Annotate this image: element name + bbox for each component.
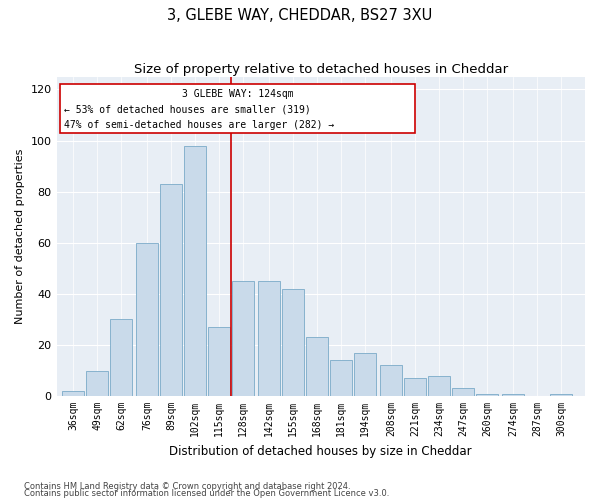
Bar <box>208 327 230 396</box>
Bar <box>160 184 182 396</box>
Text: Contains HM Land Registry data © Crown copyright and database right 2024.: Contains HM Land Registry data © Crown c… <box>24 482 350 491</box>
Bar <box>330 360 352 396</box>
X-axis label: Distribution of detached houses by size in Cheddar: Distribution of detached houses by size … <box>169 444 472 458</box>
Bar <box>62 391 84 396</box>
Title: Size of property relative to detached houses in Cheddar: Size of property relative to detached ho… <box>134 62 508 76</box>
Bar <box>476 394 498 396</box>
Bar <box>502 394 524 396</box>
Bar <box>258 281 280 396</box>
Bar <box>354 352 376 396</box>
Bar <box>306 338 328 396</box>
Text: 3, GLEBE WAY, CHEDDAR, BS27 3XU: 3, GLEBE WAY, CHEDDAR, BS27 3XU <box>167 8 433 22</box>
FancyBboxPatch shape <box>60 84 415 133</box>
Bar <box>86 370 108 396</box>
Bar <box>380 366 402 396</box>
Text: 47% of semi-detached houses are larger (282) →: 47% of semi-detached houses are larger (… <box>64 120 334 130</box>
Text: Contains public sector information licensed under the Open Government Licence v3: Contains public sector information licen… <box>24 489 389 498</box>
Text: 3 GLEBE WAY: 124sqm: 3 GLEBE WAY: 124sqm <box>182 90 293 100</box>
Bar <box>550 394 572 396</box>
Bar <box>136 242 158 396</box>
Bar <box>184 146 206 396</box>
Bar <box>428 376 450 396</box>
Bar <box>452 388 474 396</box>
Text: ← 53% of detached houses are smaller (319): ← 53% of detached houses are smaller (31… <box>64 105 311 115</box>
Y-axis label: Number of detached properties: Number of detached properties <box>15 148 25 324</box>
Bar <box>404 378 426 396</box>
Bar <box>232 281 254 396</box>
Bar <box>110 320 132 396</box>
Bar <box>282 288 304 396</box>
